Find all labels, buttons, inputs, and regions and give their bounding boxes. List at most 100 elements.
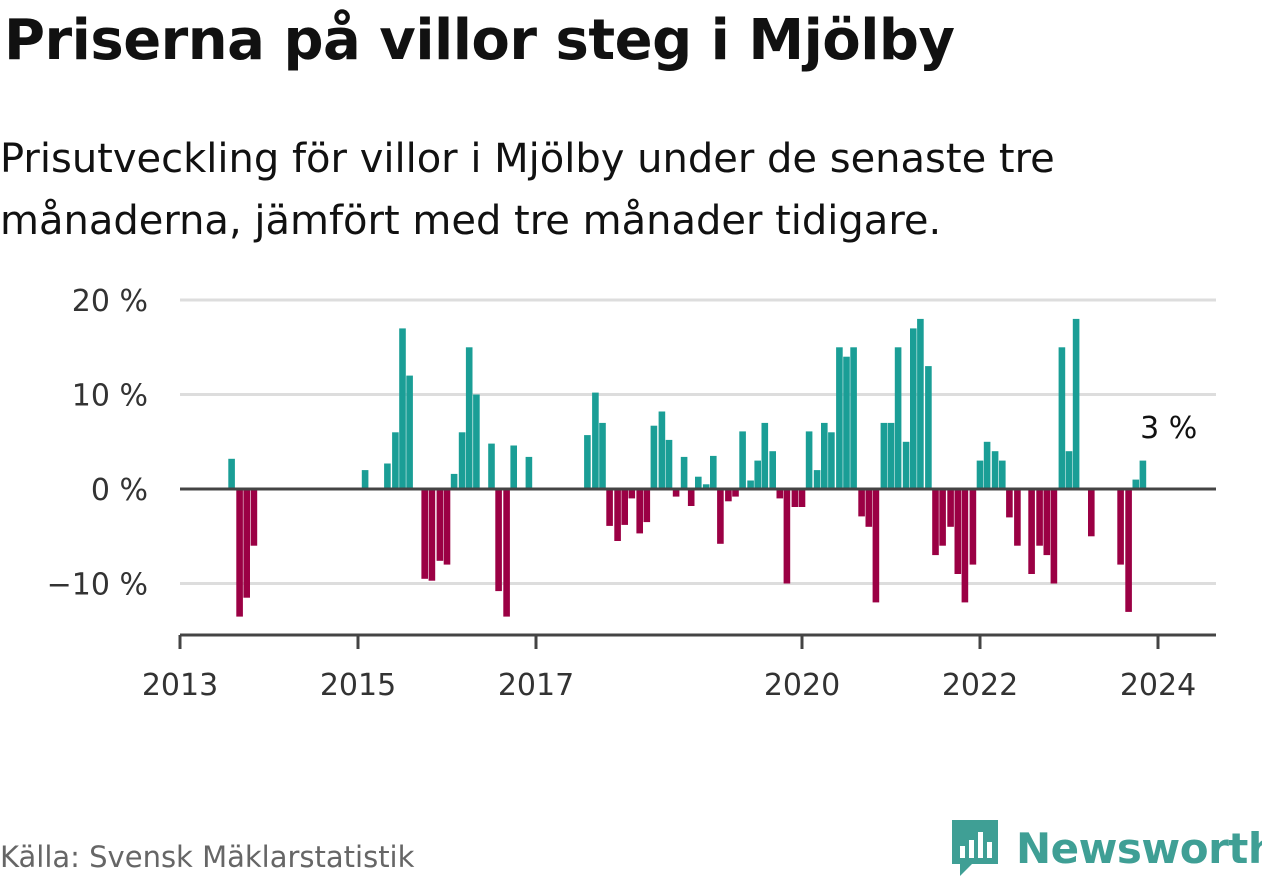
axes: 2013 2015 2017 2020 2022 2024	[142, 487, 1216, 703]
bar	[658, 411, 666, 489]
bar	[850, 347, 857, 490]
bar	[384, 463, 391, 489]
source-note: Källa: Svensk Mäklarstatistik	[0, 840, 415, 874]
bar	[695, 476, 702, 489]
bar	[680, 456, 688, 489]
bar	[702, 484, 710, 489]
bar	[436, 489, 444, 561]
bar	[465, 347, 473, 490]
bar	[399, 328, 406, 489]
chart-title: Priserna på villor steg i Mjölby	[4, 8, 955, 73]
bar	[1050, 489, 1058, 584]
bar	[1117, 489, 1124, 565]
bar	[910, 328, 917, 489]
bar	[902, 441, 910, 490]
newsworthy-icon	[952, 820, 998, 876]
bar	[1132, 479, 1140, 489]
bar	[1014, 489, 1021, 546]
bar	[725, 489, 732, 502]
bar	[836, 347, 843, 490]
bar	[1028, 489, 1035, 574]
bar	[932, 489, 939, 556]
bar	[747, 480, 754, 489]
bar	[991, 451, 999, 489]
bar	[961, 489, 969, 603]
bar	[361, 470, 369, 489]
bar	[739, 431, 746, 489]
y-tick-label: 20 %	[72, 284, 148, 319]
bar	[828, 432, 835, 489]
bar	[687, 489, 695, 506]
bar	[428, 489, 436, 581]
bar	[872, 489, 880, 603]
bar	[503, 489, 510, 617]
bar	[606, 489, 613, 526]
bar	[1036, 489, 1043, 546]
y-tick-label: −10 %	[47, 568, 148, 603]
bar	[525, 456, 533, 489]
bar	[584, 435, 591, 489]
bar	[1065, 451, 1073, 489]
x-tick-label: 2017	[498, 668, 574, 703]
bar	[939, 489, 946, 546]
bar	[1043, 489, 1051, 556]
bar	[665, 439, 673, 489]
bar	[243, 489, 250, 598]
bar	[983, 441, 991, 490]
bar	[628, 489, 636, 499]
bar	[783, 489, 791, 584]
annotation-label: 3 %	[1140, 411, 1197, 446]
bar	[769, 451, 776, 489]
bar	[621, 489, 628, 525]
bar	[813, 470, 821, 489]
y-tick-label: 10 %	[72, 379, 148, 414]
bar	[858, 489, 865, 517]
bar	[228, 458, 235, 489]
bar	[843, 356, 850, 489]
bar	[999, 460, 1006, 489]
annotations: 3 %	[1131, 411, 1197, 446]
chart-subtitle: Prisutveckling för villor i Mjölby under…	[0, 136, 1055, 244]
bar	[754, 460, 761, 489]
bar	[450, 473, 458, 489]
bar	[805, 431, 813, 489]
x-tick-label: 2020	[764, 668, 840, 703]
bar	[761, 422, 769, 489]
bar	[865, 489, 873, 527]
bar	[880, 422, 888, 489]
bar	[1139, 460, 1147, 489]
bar	[947, 489, 954, 527]
bar	[643, 489, 651, 523]
bar	[592, 392, 599, 489]
x-tick-label: 2015	[320, 668, 396, 703]
bar	[443, 489, 451, 565]
x-tick-label: 2013	[142, 668, 218, 703]
annotation-dot	[1131, 430, 1143, 442]
bar	[406, 375, 413, 489]
bar	[458, 432, 466, 489]
bars	[228, 318, 1147, 617]
bar	[250, 489, 258, 546]
bar	[1125, 489, 1132, 612]
bar	[887, 422, 895, 489]
bar	[1088, 489, 1095, 537]
x-tick-label: 2024	[1120, 668, 1196, 703]
bar	[1072, 318, 1080, 489]
bar	[488, 443, 495, 489]
y-tick-label: 0 %	[91, 473, 148, 508]
bar	[776, 489, 784, 499]
gridlines: 20 % 10 % 0 % −10 %	[47, 284, 1216, 603]
bar	[732, 489, 739, 497]
bar	[636, 489, 643, 534]
bar	[791, 489, 799, 507]
bar	[925, 366, 932, 489]
bar	[495, 489, 502, 592]
bar	[672, 489, 680, 497]
bar	[1058, 347, 1066, 490]
bar	[954, 489, 962, 574]
brand-logo: Newsworthy	[950, 818, 1262, 878]
bar	[421, 489, 428, 579]
bar	[917, 318, 924, 489]
bar	[650, 425, 658, 489]
